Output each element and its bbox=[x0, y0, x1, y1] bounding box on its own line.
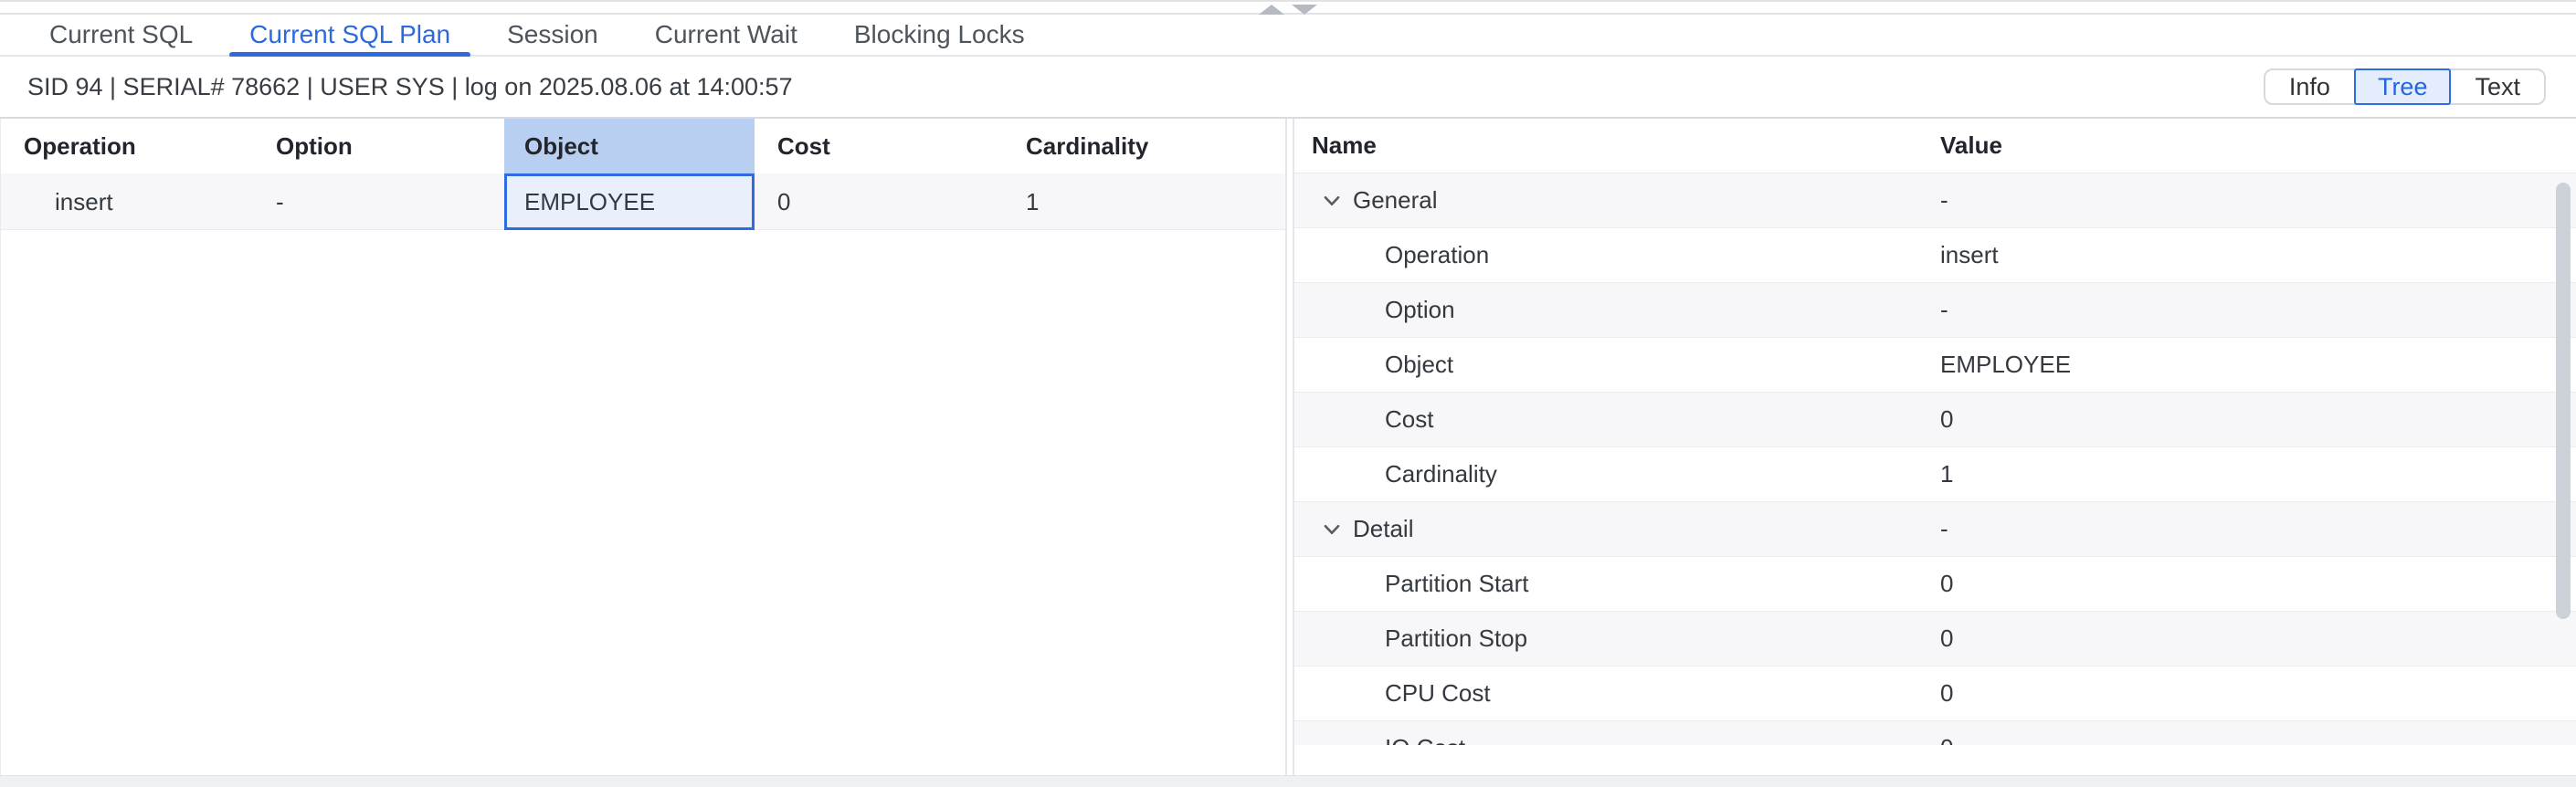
property-value: 0 bbox=[1940, 624, 1954, 652]
property-row-option[interactable]: Option - bbox=[1294, 283, 2576, 338]
property-value: - bbox=[1940, 515, 1948, 542]
view-tree-button[interactable]: Tree bbox=[2353, 68, 2452, 105]
tab-bar: Current SQL Current SQL Plan Session Cur… bbox=[0, 14, 2576, 58]
cell-operation[interactable]: insert bbox=[55, 187, 113, 215]
column-header-option[interactable]: Option bbox=[276, 131, 353, 160]
cell-cost[interactable]: 0 bbox=[777, 187, 791, 215]
property-value: 0 bbox=[1938, 734, 2576, 745]
collapse-up-icon[interactable] bbox=[1259, 5, 1284, 15]
view-info-button[interactable]: Info bbox=[2265, 68, 2354, 105]
view-mode-switcher: Info Tree Text bbox=[2263, 68, 2546, 105]
property-name: Cost bbox=[1385, 405, 1434, 433]
selected-cell-object[interactable]: EMPLOYEE bbox=[504, 173, 755, 230]
property-value: 0 bbox=[1940, 679, 1954, 707]
session-info-bar: SID 94 | SERIAL# 78662 | USER SYS | log … bbox=[0, 57, 2576, 117]
column-header-operation[interactable]: Operation bbox=[24, 131, 136, 160]
tab-session[interactable]: Session bbox=[507, 20, 598, 48]
column-header-value[interactable]: Value bbox=[1940, 131, 2002, 159]
property-value: insert bbox=[1940, 241, 1999, 268]
view-text-button[interactable]: Text bbox=[2451, 68, 2544, 105]
property-name: General bbox=[1353, 186, 1438, 214]
column-header-object[interactable]: Object bbox=[504, 119, 755, 173]
panel-splitter[interactable] bbox=[0, 0, 2576, 15]
property-value: 1 bbox=[1940, 460, 1954, 488]
main-content: Operation Option Object Cost Cardinality… bbox=[0, 117, 2576, 775]
plan-grid-row[interactable]: insert - EMPLOYEE 0 1 bbox=[1, 173, 1285, 230]
property-name: CPU Cost bbox=[1385, 679, 1491, 707]
plan-grid-viewport: Operation Option Object Cost Cardinality… bbox=[1, 119, 1285, 745]
property-row-cardinality[interactable]: Cardinality 1 bbox=[1294, 447, 2576, 502]
property-name: IO Cost bbox=[1294, 734, 1938, 745]
property-name: Option bbox=[1385, 296, 1455, 323]
column-header-cost[interactable]: Cost bbox=[777, 131, 830, 160]
property-group-detail[interactable]: Detail - bbox=[1294, 502, 2576, 557]
properties-header: Name Value bbox=[1294, 119, 2576, 173]
property-row-operation[interactable]: Operation insert bbox=[1294, 228, 2576, 283]
expand-down-icon[interactable] bbox=[1292, 5, 1317, 15]
property-value: 0 bbox=[1940, 405, 1954, 433]
plan-grid-header: Operation Option Object Cost Cardinality bbox=[1, 119, 1285, 173]
plan-grid-panel: Operation Option Object Cost Cardinality… bbox=[0, 119, 1287, 775]
property-name: Object bbox=[1385, 351, 1454, 378]
session-info-text: SID 94 | SERIAL# 78662 | USER SYS | log … bbox=[27, 72, 793, 100]
chevron-down-icon[interactable] bbox=[1318, 516, 1346, 543]
property-name: Operation bbox=[1385, 241, 1490, 268]
tab-blocking-locks[interactable]: Blocking Locks bbox=[853, 20, 1025, 48]
properties-viewport: Name Value General - Operation insert bbox=[1294, 119, 2576, 745]
property-value: - bbox=[1940, 186, 1948, 214]
property-row-cpu-cost[interactable]: CPU Cost 0 bbox=[1294, 666, 2576, 721]
property-value: - bbox=[1940, 296, 1948, 323]
plan-properties-panel: Name Value General - Operation insert bbox=[1293, 119, 2576, 775]
property-row-partition-stop[interactable]: Partition Stop 0 bbox=[1294, 612, 2576, 666]
cell-cardinality[interactable]: 1 bbox=[1026, 187, 1040, 215]
tab-current-sql-plan[interactable]: Current SQL Plan bbox=[229, 14, 471, 58]
panel-divider[interactable] bbox=[1287, 119, 1293, 775]
property-row-cost[interactable]: Cost 0 bbox=[1294, 393, 2576, 447]
property-name: Cardinality bbox=[1385, 460, 1497, 488]
property-name: Partition Start bbox=[1385, 570, 1529, 597]
bottom-scrollbar-track[interactable] bbox=[0, 775, 2576, 787]
property-value: 0 bbox=[1940, 570, 1954, 597]
property-name: Partition Stop bbox=[1385, 624, 1528, 652]
property-group-general[interactable]: General - bbox=[1294, 173, 2576, 228]
column-header-name[interactable]: Name bbox=[1312, 131, 1377, 159]
tab-current-sql[interactable]: Current SQL bbox=[49, 20, 194, 48]
property-name: Detail bbox=[1353, 515, 1414, 542]
column-header-cardinality[interactable]: Cardinality bbox=[1026, 131, 1149, 160]
property-value: EMPLOYEE bbox=[1940, 351, 2072, 378]
property-row-io-cost[interactable]: IO Cost 0 bbox=[1294, 721, 2576, 745]
tab-current-wait[interactable]: Current Wait bbox=[654, 20, 797, 48]
chevron-down-icon[interactable] bbox=[1318, 187, 1346, 215]
property-row-partition-start[interactable]: Partition Start 0 bbox=[1294, 557, 2576, 612]
vertical-scrollbar-thumb[interactable] bbox=[2556, 183, 2571, 619]
property-row-object[interactable]: Object EMPLOYEE bbox=[1294, 338, 2576, 393]
cell-option[interactable]: - bbox=[276, 187, 284, 215]
